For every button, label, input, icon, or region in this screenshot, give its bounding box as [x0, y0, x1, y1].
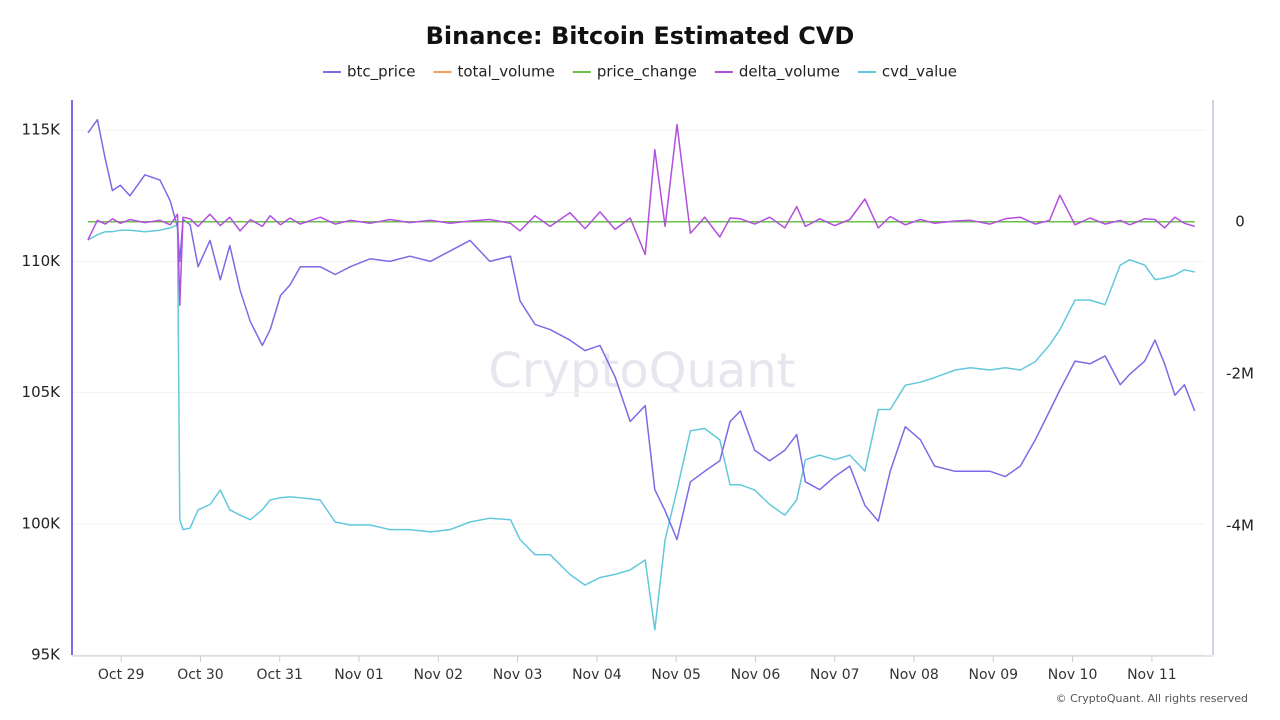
y-tick-label: 105K — [22, 383, 62, 401]
legend-label: total_volume — [457, 63, 554, 82]
y2-tick-label: 0 — [1235, 212, 1245, 230]
x-tick-label: Oct 31 — [256, 667, 302, 683]
y2-tick-label: -4M — [1226, 516, 1254, 534]
legend-label: btc_price — [347, 63, 415, 82]
y-tick-label: 110K — [22, 252, 62, 270]
x-tick-label: Nov 04 — [572, 667, 622, 683]
y-tick-label: 95K — [31, 646, 61, 664]
series-line — [87, 224, 1195, 631]
x-tick-label: Nov 03 — [493, 667, 543, 683]
x-tick-label: Oct 30 — [177, 667, 223, 683]
x-tick-label: Nov 08 — [889, 667, 939, 683]
legend-item[interactable]: price_change — [572, 63, 697, 82]
x-tick-label: Nov 01 — [334, 667, 384, 683]
series-line — [87, 123, 1195, 307]
chart-title: Binance: Bitcoin Estimated CVD — [426, 22, 855, 50]
x-tick-label: Nov 11 — [1127, 667, 1177, 683]
legend-label: cvd_value — [882, 63, 957, 82]
legend-label: delta_volume — [739, 63, 840, 82]
series-line — [87, 118, 1196, 541]
x-tick-label: Nov 10 — [1048, 667, 1098, 683]
x-tick-label: Nov 02 — [414, 667, 464, 683]
x-tick-label: Nov 07 — [810, 667, 860, 683]
footer: © CryptoQuant. All rights reserved — [1056, 692, 1248, 705]
watermark: CryptoQuant — [488, 343, 795, 399]
legend: btc_price total_volume price_change delta_v… — [322, 63, 957, 82]
x-tick-label: Nov 09 — [969, 667, 1019, 683]
legend-item[interactable]: total_volume — [433, 63, 555, 82]
y-tick-label: 115K — [22, 121, 62, 139]
x-tick-label: Nov 06 — [731, 667, 781, 683]
x-tick-label: Nov 05 — [651, 667, 701, 683]
y2-tick-label: -2M — [1226, 364, 1254, 382]
legend-label: price_change — [597, 63, 697, 82]
legend-item[interactable]: btc_price — [322, 63, 415, 82]
x-tick-label: Oct 29 — [98, 667, 144, 683]
legend-item[interactable]: cvd_value — [857, 63, 957, 82]
legend-item[interactable]: delta_volume — [714, 63, 840, 82]
y-tick-label: 100K — [22, 514, 62, 532]
